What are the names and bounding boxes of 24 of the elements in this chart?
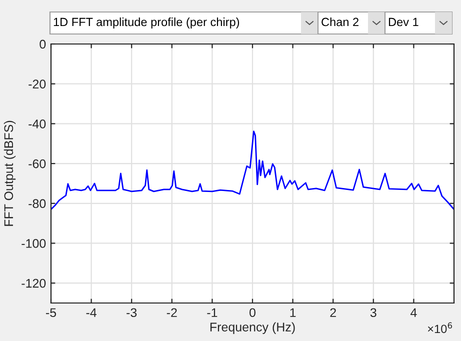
y-axis-title: FFT Output (dBFS)	[4, 120, 16, 226]
text: 1D FFT amplitude profile (per chirp)	[54, 18, 240, 28]
x-tick-label: 2	[330, 308, 336, 317]
x-tick-label: -2	[166, 308, 177, 317]
y-tick-label: -120	[22, 278, 46, 288]
text: Chan 2	[322, 18, 358, 26]
x-tick-label: 3	[370, 308, 376, 318]
x-tick-label: 0	[250, 308, 256, 318]
line-series	[51, 130, 454, 210]
x-tick-label: 1	[290, 308, 296, 317]
x-tick-label: -4	[86, 308, 96, 317]
text: ×10$^{6}$	[428, 322, 452, 334]
text: Dev 1	[388, 18, 418, 26]
y-tick-label: -60	[28, 159, 46, 168]
x-axis-title: Frequency (Hz)	[210, 322, 295, 334]
y-tick-label: -20	[28, 80, 46, 88]
x-tick-label: 4	[410, 308, 417, 317]
y-tick-label: -100	[22, 239, 46, 248]
x-tick-label: -5	[46, 308, 56, 318]
y-tick-label: -80	[28, 199, 46, 208]
x-tick-label: -3	[126, 308, 137, 318]
y-tick-label: 0	[40, 40, 46, 49]
y-tick-label: -40	[28, 119, 46, 128]
x-tick-label: -1	[207, 308, 218, 317]
